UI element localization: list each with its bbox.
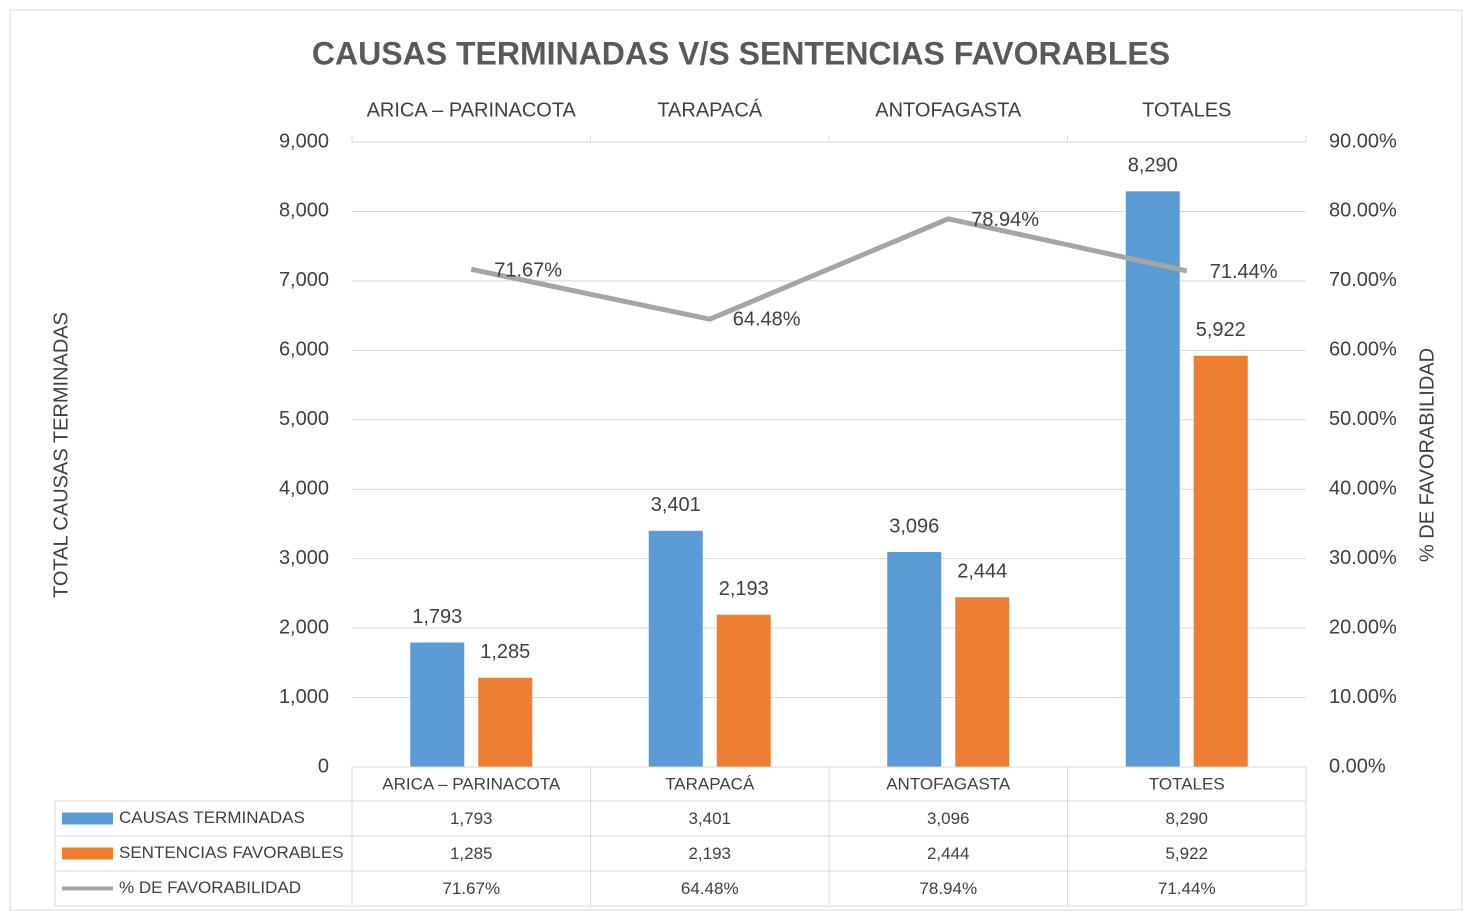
table-cell: 3,096 [927,809,970,828]
table-cell: 1,793 [450,809,493,828]
bar [648,530,703,767]
table-header: TOTALES [1149,774,1225,793]
line-value-label: 78.94% [971,209,1039,231]
y-tick-label: 9,000 [279,130,329,152]
top-category-label: ARICA – PARINACOTA [367,99,577,121]
bar [410,642,465,767]
bar [887,552,942,767]
line-value-label: 71.44% [1210,261,1278,283]
line-value-label: 71.67% [494,260,562,282]
table-cell: 3,401 [688,809,731,828]
bar [478,677,533,767]
table-header: TARAPACÁ [665,774,755,793]
y-tick-label: 8,000 [279,200,329,222]
bar [1125,191,1180,768]
y2-tick-label: 80.00% [1329,200,1397,222]
table-cell: 2,444 [927,844,970,863]
y-tick-label: 4,000 [279,478,329,500]
line [470,216,1188,322]
legend-key [62,847,113,860]
legend-label: SENTENCIAS FAVORABLES [119,843,344,862]
y2-tick-label: 30.00% [1329,547,1397,569]
top-category-label: TOTALES [1142,99,1231,121]
legend-label: CAUSAS TERMINADAS [119,808,305,827]
y2-tick-label: 90.00% [1329,130,1397,152]
y-tick-label: 7,000 [279,269,329,291]
bar [955,597,1010,767]
y-tick-label: 6,000 [279,339,329,361]
table-header: ARICA – PARINACOTA [382,774,561,793]
bar [716,614,771,767]
y2-tick-label: 10.00% [1329,686,1397,708]
bar-value-label: 1,285 [480,641,530,663]
table-cell: 5,922 [1165,844,1208,863]
y2-tick-label: 50.00% [1329,408,1397,430]
y-tick-label: 1,000 [279,686,329,708]
bar-value-label: 2,193 [719,578,769,600]
bar-value-label: 3,401 [651,494,701,516]
bar-value-label: 1,793 [412,606,462,628]
top-category-label: TARAPACÁ [657,98,762,121]
y-tick-label: 3,000 [279,547,329,569]
y2-tick-label: 40.00% [1329,478,1397,500]
y2-axis-title: % DE FAVORABILIDAD [1416,348,1438,562]
table-cell: 71.67% [442,879,500,898]
y2-tick-label: 20.00% [1329,616,1397,638]
line-value-label: 64.48% [733,309,801,331]
legend-label: % DE FAVORABILIDAD [119,878,301,897]
table-header: ANTOFAGASTA [886,774,1011,793]
bar [1193,355,1248,767]
y-tick-label: 5,000 [279,408,329,430]
table-cell: 78.94% [919,879,977,898]
bar-value-label: 3,096 [889,515,939,537]
y-tick-label: 0 [318,755,329,777]
legend-key [62,812,113,825]
y-tick-label: 2,000 [279,616,329,638]
bar-value-label: 5,922 [1196,319,1246,341]
y-axis-title: TOTAL CAUSAS TERMINADAS [50,312,72,598]
chart-title: CAUSAS TERMINADAS V/S SENTENCIAS FAVORAB… [312,35,1170,71]
y2-tick-label: 0.00% [1329,755,1386,777]
bar-value-label: 8,290 [1128,155,1178,177]
bar-value-label: 2,444 [957,561,1007,583]
table-cell: 64.48% [681,879,739,898]
y2-tick-label: 70.00% [1329,269,1397,291]
table-cell: 71.44% [1158,879,1216,898]
y2-tick-label: 60.00% [1329,339,1397,361]
table-cell: 1,285 [450,844,493,863]
top-category-label: ANTOFAGASTA [875,99,1022,121]
table-cell: 8,290 [1165,809,1208,828]
table-cell: 2,193 [688,844,731,863]
